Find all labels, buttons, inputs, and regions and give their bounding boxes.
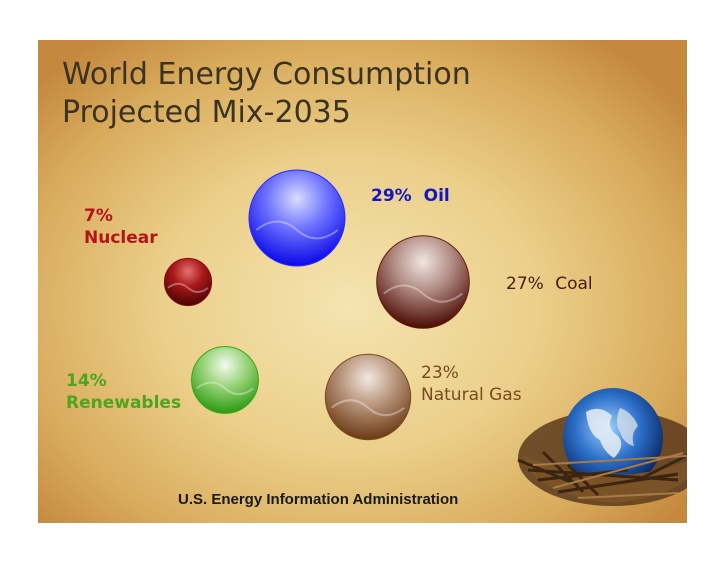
slide: World Energy Consumption Projected Mix-2… <box>38 40 687 523</box>
bubble-shine-nuclear <box>167 282 209 294</box>
bubble-shine-oil <box>255 220 339 240</box>
bubble-shine-natural-gas <box>331 399 405 417</box>
source-note: U.S. Energy Information Administration <box>178 491 459 508</box>
percent-oil: 29% <box>371 186 412 206</box>
bubble-oil <box>248 169 346 267</box>
title-line-2: Projected Mix-2035 <box>62 95 351 130</box>
title-line-1: World Energy Consumption <box>62 57 471 92</box>
bubble-shine-renewables <box>196 381 254 396</box>
name-renewables: Renewables <box>66 393 182 413</box>
label-natural-gas: 23% Natural Gas <box>421 362 522 406</box>
bubble-renewables <box>191 346 259 414</box>
label-oil: 29% Oil <box>371 185 450 207</box>
label-coal: 27% Coal <box>506 273 593 295</box>
bubble-coal <box>376 235 470 329</box>
percent-renewables: 14% <box>66 371 107 391</box>
globe-in-nest-icon <box>517 388 687 506</box>
name-nuclear: Nuclear <box>84 228 158 248</box>
name-coal: Coal <box>555 274 593 294</box>
bubble-nuclear <box>163 257 213 307</box>
name-natural-gas: Natural Gas <box>421 385 522 405</box>
bubble-natural-gas <box>324 353 412 441</box>
percent-natural-gas: 23% <box>421 363 459 383</box>
slide-title: World Energy Consumption Projected Mix-2… <box>62 56 471 132</box>
percent-coal: 27% <box>506 274 544 294</box>
label-nuclear: 7% Nuclear <box>84 205 158 249</box>
label-renewables: 14% Renewables <box>66 370 181 414</box>
percent-nuclear: 7% <box>84 206 113 226</box>
bubble-shine-coal <box>383 284 463 303</box>
bubble-chart <box>163 169 687 506</box>
name-oil: Oil <box>423 186 450 206</box>
